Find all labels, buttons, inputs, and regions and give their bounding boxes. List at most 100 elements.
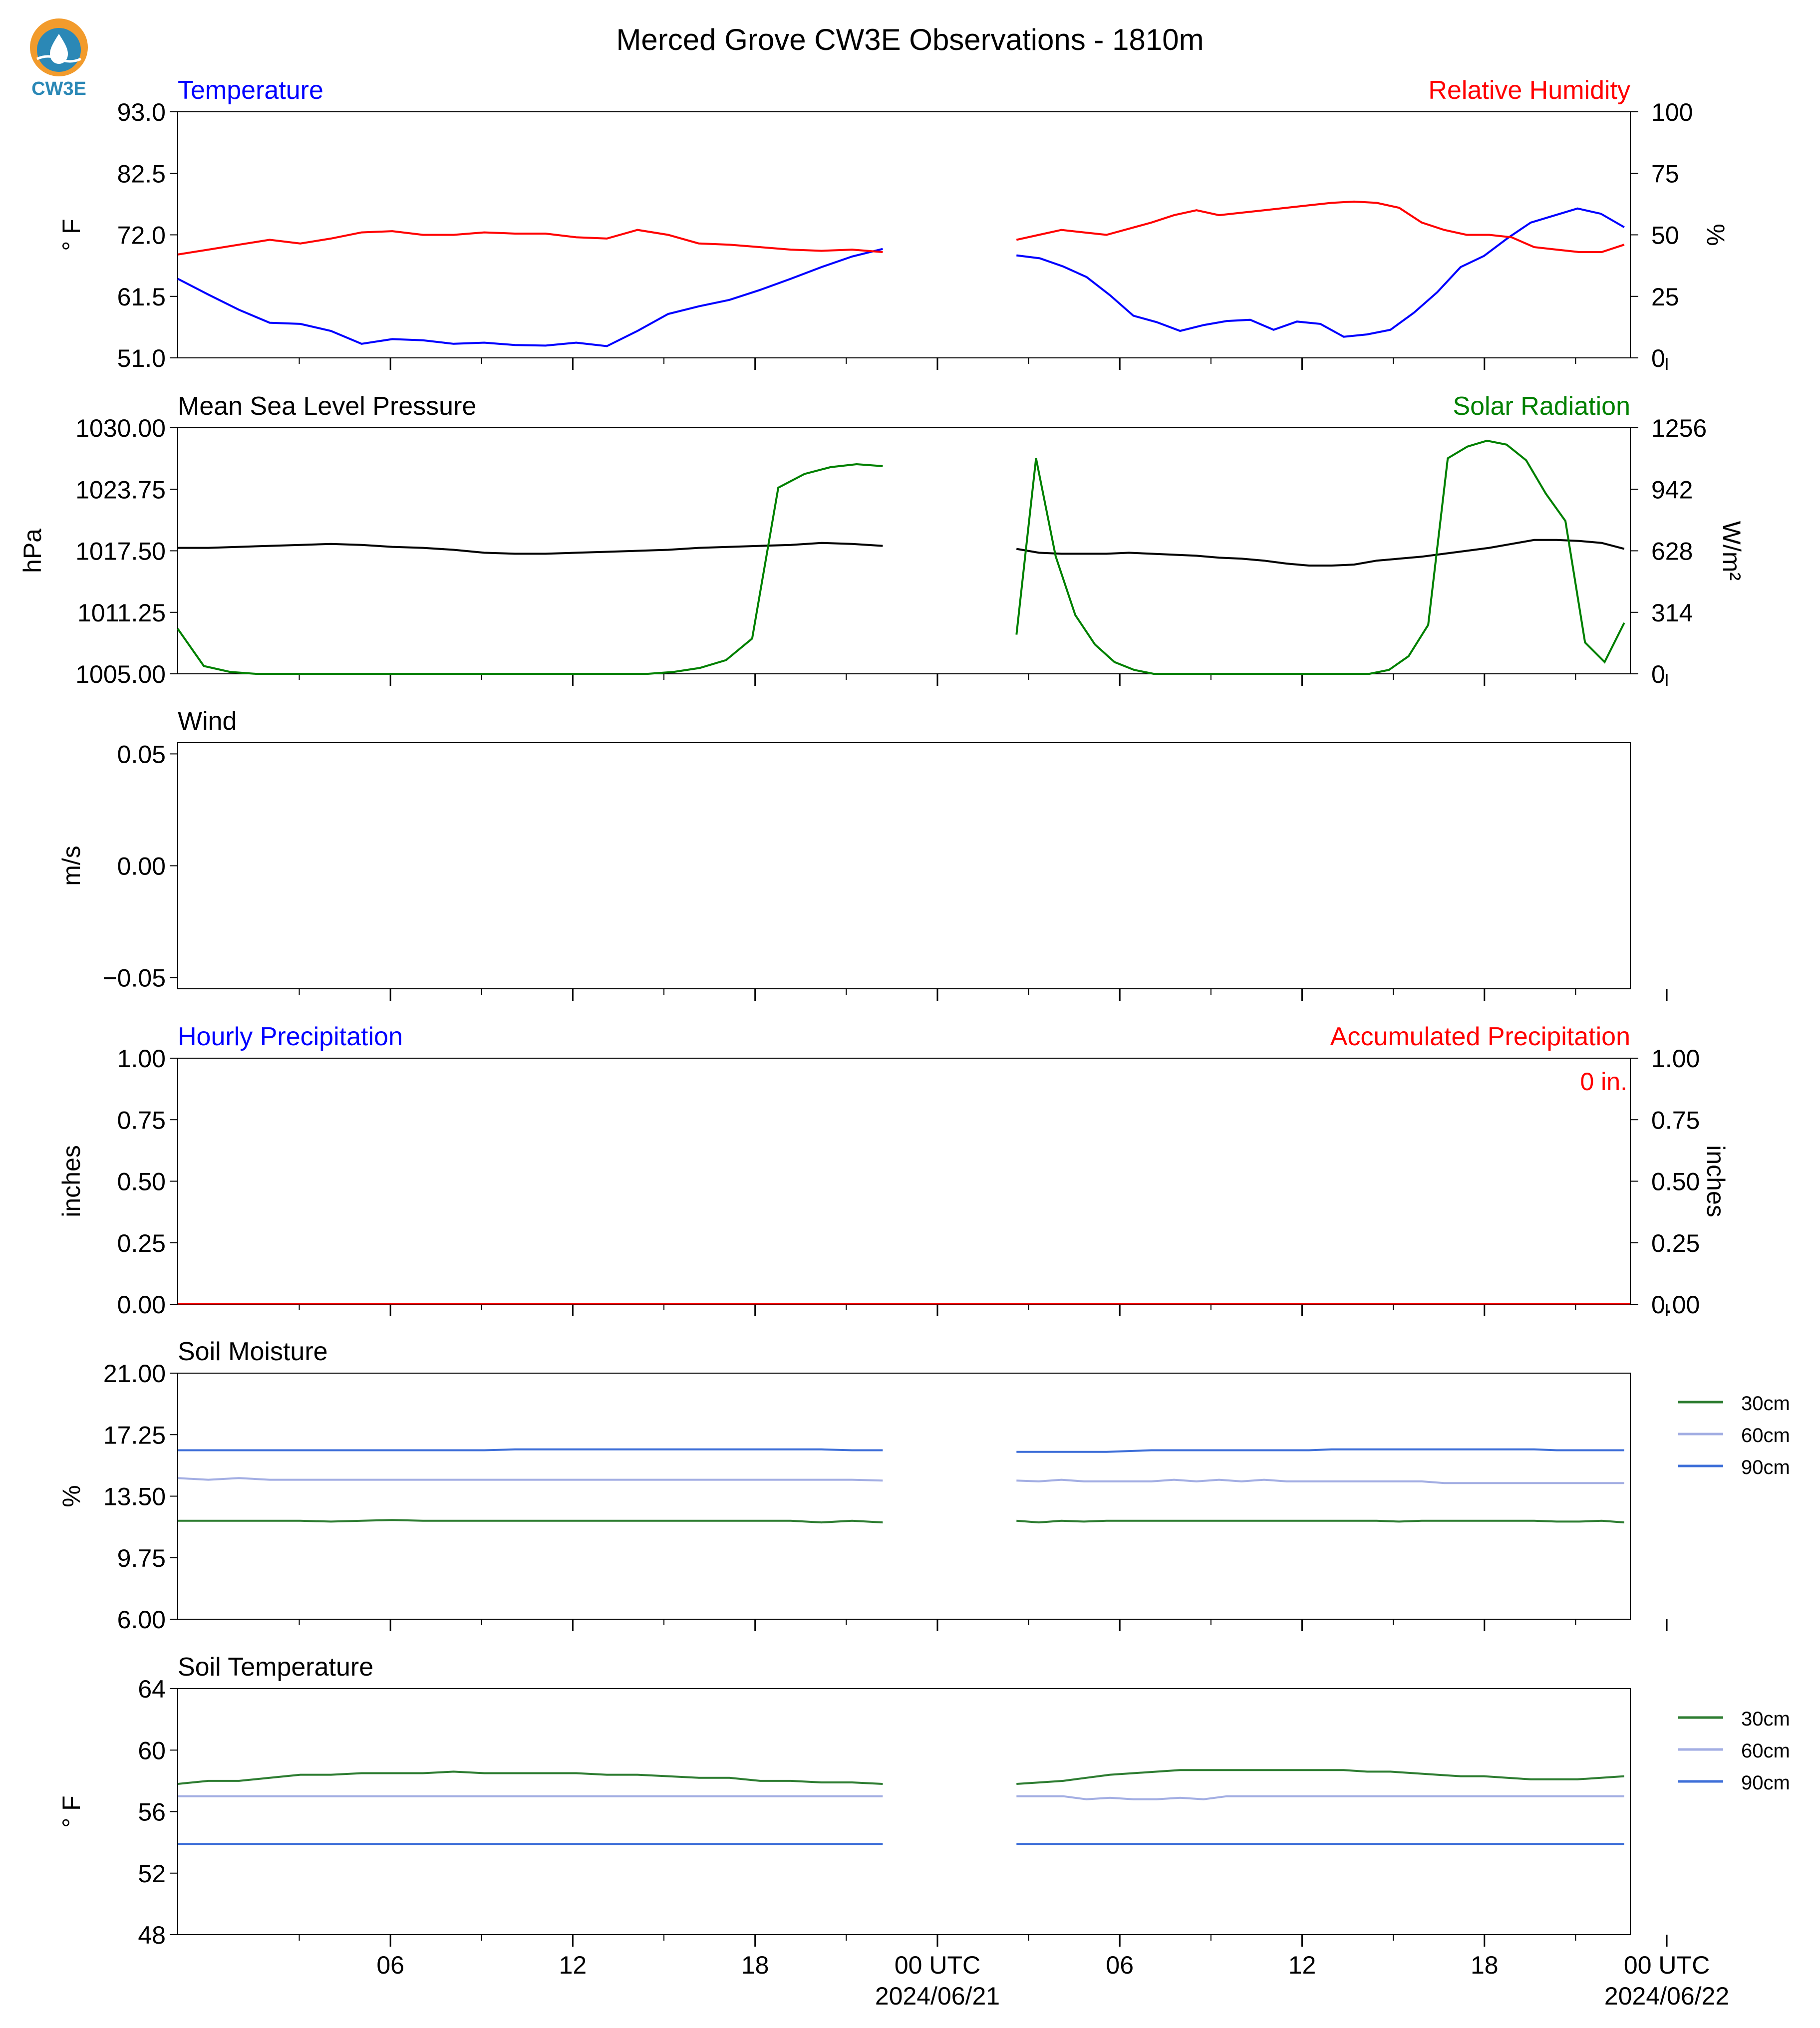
y-axis-label: m/s xyxy=(57,846,85,886)
y-tick-label-right: 0 xyxy=(1651,660,1665,688)
y-tick-label: 0.75 xyxy=(117,1106,166,1134)
legend-label: 60cm xyxy=(1741,1740,1790,1762)
x-tick-label: 12 xyxy=(1288,1951,1316,1979)
legend-label: 90cm xyxy=(1741,1772,1790,1794)
y-tick-label: 1030.00 xyxy=(75,414,166,442)
panel-5: Soil Moisture 21.00 17.25 13.50 9.75 6.00% 30c… xyxy=(57,1337,1790,1634)
y-tick-label-right: 0.50 xyxy=(1651,1168,1700,1196)
y-tick-label: 21.00 xyxy=(103,1360,166,1388)
legend-label: 90cm xyxy=(1741,1456,1790,1478)
y-tick-label: 82.5 xyxy=(117,160,166,188)
y-tick-label: 6.00 xyxy=(117,1606,166,1634)
y-tick-label: 61.5 xyxy=(117,283,166,311)
y-tick-label-right: 75 xyxy=(1651,160,1679,188)
y-tick-label: −0.05 xyxy=(102,964,166,992)
panels: Temperature Relative Humidity 93.0 82.5 72.0… xyxy=(18,76,1790,1949)
panel-title-right: Relative Humidity xyxy=(1428,76,1630,105)
panel-title-left: Soil Temperature xyxy=(178,1653,373,1682)
panel-4: Hourly Precipitation Accumulated Precipit… xyxy=(57,1022,1730,1319)
y-tick-label: 56 xyxy=(138,1798,166,1826)
logo-text: CW3E xyxy=(31,78,86,99)
cw3e-logo: CW3E xyxy=(30,18,88,99)
y-tick-label-right: 25 xyxy=(1651,283,1679,311)
series-line-2-a xyxy=(178,1448,883,1451)
x-axis-labels: 06 12 18 00 UTC 06 12 18 00 UTC 2024/06/21 2024/0… xyxy=(376,1951,1729,2010)
y-tick-label: 1005.00 xyxy=(75,660,166,688)
y-tick-label: 1017.50 xyxy=(75,538,166,566)
y-tick-label: 0.25 xyxy=(117,1229,166,1257)
y-tick-label-right: 0.75 xyxy=(1651,1106,1700,1134)
panel-2: Mean Sea Level Pressure Solar Radiation 10… xyxy=(18,392,1746,688)
x-tick-label: 00 UTC xyxy=(895,1951,980,1979)
y-tick-label: 60 xyxy=(138,1737,166,1764)
y-tick-label-right: 1.00 xyxy=(1651,1045,1700,1073)
legend-label: 30cm xyxy=(1741,1708,1790,1730)
panel-title-right: Solar Radiation xyxy=(1453,392,1630,421)
panel-1: Temperature Relative Humidity 93.0 82.5 72.0… xyxy=(57,76,1730,372)
logo-wave xyxy=(36,55,82,63)
panel-title-right: Accumulated Precipitation xyxy=(1330,1022,1630,1051)
x-tick-label: 06 xyxy=(1106,1951,1134,1979)
y-tick-label: 93.0 xyxy=(117,98,166,126)
y-tick-label: 17.25 xyxy=(103,1421,166,1449)
y-tick-label: 52 xyxy=(138,1860,166,1888)
series-line-1-a xyxy=(177,463,883,675)
x-tick-label: 18 xyxy=(741,1951,769,1979)
y-tick-label: 1.00 xyxy=(117,1045,166,1073)
y-tick-label-right: 942 xyxy=(1651,476,1693,504)
panel-6: Soil Temperature 64 60 56 52 48 ° F 30cm 60cm 90c… xyxy=(57,1653,1790,1949)
x-date-label: 2024/06/22 xyxy=(1604,1982,1729,2010)
y-tick-label-right: 50 xyxy=(1651,222,1679,250)
series-line-1-b xyxy=(1016,200,1625,253)
series-line-1-b xyxy=(1016,1478,1624,1484)
x-tick-label: 06 xyxy=(376,1951,404,1979)
y-axis-label: % xyxy=(57,1485,85,1507)
y-axis-label: inches xyxy=(57,1145,85,1217)
y-axis-label: hPa xyxy=(18,529,46,573)
panel-title-left: Hourly Precipitation xyxy=(178,1022,403,1051)
series-line-0-b xyxy=(1016,207,1625,338)
y-tick-label: 9.75 xyxy=(117,1544,166,1572)
series-line-0-b xyxy=(1016,1769,1624,1785)
legend-label: 60cm xyxy=(1741,1425,1790,1447)
y-tick-label-right: 0 xyxy=(1651,344,1665,372)
series-line-2-b xyxy=(1016,1448,1624,1453)
panel-title-left: Soil Moisture xyxy=(178,1337,328,1366)
y-tick-label-right: 0.25 xyxy=(1651,1229,1700,1257)
x-tick-label: 12 xyxy=(559,1951,587,1979)
panel-title-left: Temperature xyxy=(178,76,323,105)
y-tick-label: 51.0 xyxy=(117,344,166,372)
y-axis-label-right: % xyxy=(1702,224,1730,246)
y-tick-label-right: 314 xyxy=(1651,599,1693,627)
x-tick-label: 18 xyxy=(1471,1951,1499,1979)
y-tick-label: 0.00 xyxy=(117,1291,166,1319)
figure-title: Merced Grove CW3E Observations - 1810m xyxy=(616,23,1204,56)
panel-3: Wind 0.05 0.00 −0.05 m/s xyxy=(57,707,1668,1001)
y-tick-label: 13.50 xyxy=(103,1483,166,1511)
x-tick-label: 00 UTC xyxy=(1624,1951,1710,1979)
series-line-1-a xyxy=(177,1477,883,1482)
series-line-0-b xyxy=(1016,1519,1624,1524)
y-tick-label-right: 0.00 xyxy=(1651,1291,1700,1319)
series-line-0-a xyxy=(178,542,883,555)
y-axis-label-right: W/m² xyxy=(1718,521,1746,580)
series-line-1-b xyxy=(1016,1795,1624,1800)
series-line-0-a xyxy=(177,1770,883,1785)
y-tick-label: 1011.25 xyxy=(77,599,166,627)
series-line-1-a xyxy=(177,229,883,256)
x-date-label: 2024/06/21 xyxy=(875,1982,1000,2010)
y-tick-label-right: 628 xyxy=(1651,538,1693,566)
panel-title-left: Mean Sea Level Pressure xyxy=(178,392,476,421)
y-tick-label: 0.00 xyxy=(117,853,166,880)
series-line-0-a xyxy=(178,1519,883,1524)
y-tick-label: 1023.75 xyxy=(75,476,166,504)
series-line-0-b xyxy=(1016,539,1625,567)
panel-title-left: Wind xyxy=(178,707,237,736)
y-tick-label: 48 xyxy=(138,1921,166,1949)
series-line-1-b xyxy=(1015,439,1625,675)
y-tick-label: 64 xyxy=(138,1675,166,1703)
y-tick-label-right: 100 xyxy=(1651,98,1693,126)
accumulated-annotation: 0 in. xyxy=(1580,1068,1627,1096)
